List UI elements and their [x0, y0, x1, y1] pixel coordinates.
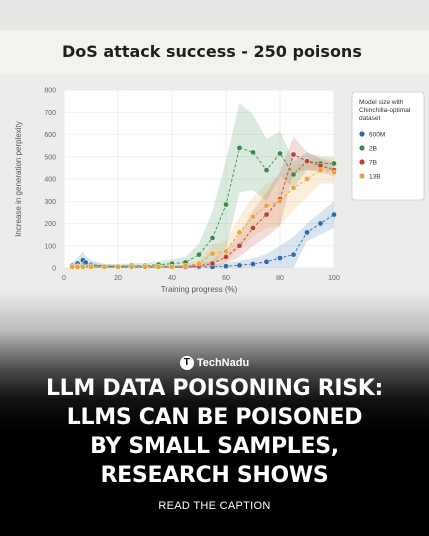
- chart: 0 100 200 300 400 500 600 700 800 0 20 40 60 80 100 Tra…: [14, 88, 425, 294]
- data-point-7B: [209, 260, 216, 267]
- data-point-13B: [223, 248, 229, 255]
- data-point-7B: [290, 151, 297, 158]
- legend-marker-600M: [359, 131, 365, 137]
- data-point-2B: [196, 251, 202, 258]
- legend-label-13B: 13B: [369, 173, 381, 180]
- data-point-2B: [223, 201, 229, 208]
- data-point-13B: [290, 185, 297, 191]
- legend-marker-13B: [359, 173, 365, 179]
- data-point-7B: [304, 158, 310, 164]
- legend-title-line: Chinchilla-optimal: [359, 107, 411, 114]
- data-point-2B: [263, 167, 270, 173]
- data-point-13B: [128, 264, 135, 270]
- data-point-600M: [317, 220, 324, 227]
- y-tick-label: 600: [44, 132, 56, 139]
- data-point-13B: [250, 214, 256, 220]
- brand-name: TechNadu: [196, 357, 250, 369]
- legend-title-line: dataset: [359, 115, 381, 122]
- data-point-13B: [169, 264, 175, 270]
- y-tick-label: 200: [44, 221, 56, 228]
- confidence-band-13B: [72, 156, 334, 268]
- data-point-600M: [290, 251, 297, 258]
- legend-box: [351, 91, 425, 201]
- headline: LLM DATA POISONING RISK: LLMS CAN BE POI…: [0, 374, 429, 490]
- confidence-band-2B: [72, 103, 334, 268]
- legend-title-line: Model size with: [359, 99, 404, 106]
- x-tick-label: 100: [328, 275, 340, 282]
- y-tick-label: 0: [52, 266, 56, 273]
- headline-line-1: LLM DATA POISONING RISK:: [45, 376, 384, 401]
- data-point-7B: [263, 211, 270, 218]
- data-point-13B: [317, 167, 324, 173]
- data-point-13B: [69, 264, 75, 270]
- data-point-2B: [331, 160, 337, 167]
- data-point-7B: [223, 254, 229, 260]
- y-tick-label: 500: [44, 154, 56, 161]
- y-tick-label: 700: [44, 110, 56, 117]
- data-point-600M: [236, 262, 243, 269]
- data-point-600M: [304, 229, 310, 236]
- legend-marker-2B: [359, 145, 365, 151]
- x-tick-label: 20: [114, 275, 122, 282]
- data-point-13B: [80, 264, 86, 270]
- series-line-13B: [72, 169, 335, 268]
- data-point-2B: [277, 150, 283, 157]
- read-caption-text: READ THE CAPTION: [158, 500, 271, 512]
- y-tick-label: 300: [44, 199, 56, 206]
- y-axis-label: Increase in generation perplexity: [14, 121, 23, 237]
- x-axis-label: Training progress (%): [161, 285, 238, 294]
- x-tick-label: 40: [168, 275, 176, 282]
- data-point-13B: [88, 264, 94, 270]
- data-point-600M: [331, 211, 337, 218]
- technadu-logo-icon: T: [179, 356, 194, 370]
- data-point-2B: [250, 149, 256, 156]
- x-tick-label: 60: [222, 275, 230, 282]
- title-band: [0, 30, 429, 74]
- data-point-13B: [209, 250, 216, 257]
- data-point-600M: [277, 255, 283, 261]
- data-point-13B: [196, 260, 202, 267]
- data-point-13B: [304, 176, 310, 182]
- headline-line-4: RESEARCH SHOWS: [100, 463, 329, 488]
- headline-line-3: BY SMALL SAMPLES,: [90, 434, 339, 459]
- legend-marker-7B: [359, 159, 365, 165]
- legend-label-2B: 2B: [369, 145, 377, 152]
- data-point-600M: [263, 258, 270, 265]
- data-point-13B: [74, 264, 81, 270]
- series-line-2B: [72, 147, 334, 268]
- data-point-13B: [277, 198, 283, 205]
- data-point-2B: [290, 171, 297, 178]
- data-point-2B: [236, 145, 243, 151]
- legend-label-600M: 600M: [369, 131, 385, 138]
- data-point-13B: [263, 202, 270, 209]
- data-point-13B: [155, 264, 162, 270]
- data-point-13B: [142, 264, 148, 270]
- y-tick-label: 100: [44, 243, 56, 250]
- top-band: [0, 0, 429, 30]
- x-tick-label: 0: [62, 275, 66, 282]
- data-point-13B: [101, 264, 108, 270]
- data-point-13B: [236, 229, 243, 236]
- y-tick-label: 800: [44, 88, 56, 95]
- data-point-7B: [236, 242, 243, 249]
- data-point-600M: [223, 263, 229, 270]
- brand: T TechNadu: [0, 356, 429, 370]
- data-point-600M: [250, 261, 256, 267]
- x-tick-label: 80: [276, 275, 284, 282]
- data-point-2B: [209, 235, 216, 241]
- data-point-13B: [115, 264, 121, 270]
- legend-label-7B: 7B: [369, 159, 377, 166]
- chart-title: DoS attack success - 250 poisons: [62, 42, 362, 61]
- data-point-7B: [250, 225, 256, 231]
- y-tick-label: 400: [44, 177, 56, 184]
- data-point-13B: [182, 262, 189, 269]
- data-point-13B: [331, 169, 337, 176]
- headline-line-2: LLMS CAN BE POISONED: [66, 405, 363, 430]
